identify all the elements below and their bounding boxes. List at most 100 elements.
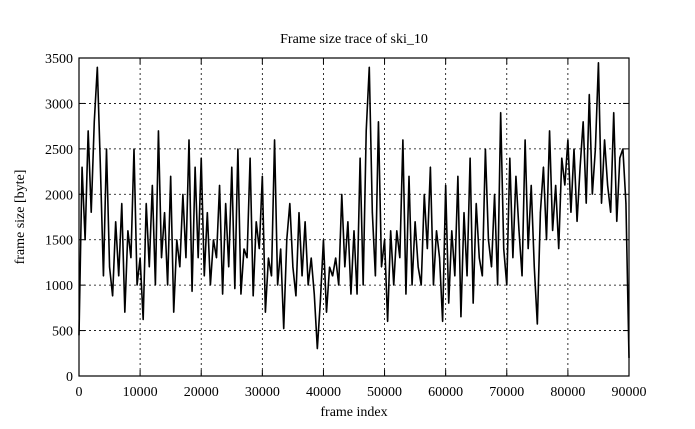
data-point [539,211,541,214]
x-tick-label: 50000 [367,385,402,400]
data-point [185,257,187,259]
x-tick-label: 0 [76,385,83,400]
data-point [564,184,566,186]
data-point [84,239,86,241]
data-point [124,311,126,313]
data-point [280,248,282,250]
data-point [209,284,211,286]
y-tick-label: 0 [66,370,73,385]
data-point [600,202,603,204]
data-point [442,320,444,323]
data-point [613,111,615,114]
data-point [115,220,117,223]
data-point [261,175,263,177]
data-point [567,139,569,141]
data-point [402,139,404,141]
series-layer [78,61,630,359]
data-point [573,148,575,150]
data-point [380,266,383,268]
data-point [579,166,581,168]
data-point [283,328,285,330]
data-point [173,311,175,313]
y-axis-label: frame size [byte] [13,170,28,265]
data-point [524,139,526,141]
data-point [570,211,572,214]
data-point [585,202,587,204]
data-point [90,211,92,214]
data-point [533,266,535,268]
data-point [490,266,493,268]
data-point [157,130,160,132]
data-point [515,175,517,177]
data-point [203,275,205,277]
data-point [160,257,163,259]
data-point [301,275,303,277]
data-point [218,184,221,186]
data-point [530,184,532,186]
data-point [249,157,251,159]
data-point [170,175,172,177]
data-point [289,202,291,204]
data-point [603,139,606,141]
data-point [325,311,328,313]
data-point [597,61,600,64]
data-point [536,323,538,325]
data-point [121,202,123,204]
data-point [377,121,380,123]
y-tick-label: 2000 [45,188,73,203]
data-point [548,130,551,132]
data-point [552,230,554,232]
x-tick-label: 30000 [245,385,280,400]
data-point [194,166,196,168]
data-point [374,275,376,277]
data-point [243,248,245,250]
data-point [316,348,318,350]
data-point [231,166,233,168]
data-point [509,157,511,159]
data-point [518,230,520,232]
data-point [487,239,490,241]
data-point [319,299,321,302]
data-point [270,275,273,277]
data-point [344,266,346,268]
data-point [105,148,108,150]
y-tick-label: 3000 [45,97,73,112]
data-point [576,220,578,223]
data-point [322,239,325,241]
data-point [622,148,624,150]
data-point [445,184,447,186]
data-point [222,293,224,295]
data-point [240,293,242,295]
data-point [206,211,208,214]
data-point [197,257,199,259]
data-point [167,284,169,286]
data-point [399,257,401,259]
ticks: 0 10000 20000 30000 40000 50000 60000 70000 8000… [45,52,647,400]
data-point [234,288,236,290]
data-point [307,284,309,286]
data-point [521,275,523,277]
data-point [396,230,398,232]
data-point [286,239,288,241]
y-tick-label: 1500 [45,234,73,249]
data-point [417,266,419,268]
data-point [200,157,202,159]
data-point [561,157,563,159]
data-point [545,239,548,241]
data-point [264,311,266,313]
data-point [237,148,239,150]
data-point [503,248,505,250]
data-point [420,284,422,286]
data-point [457,175,459,177]
data-point [607,184,609,186]
x-tick-label: 80000 [550,385,585,400]
data-point [484,148,486,150]
data-point [252,295,254,297]
data-point [191,290,193,293]
data-point [435,230,438,232]
data-point [383,239,386,241]
data-point [215,257,218,259]
series-line-0 [78,62,630,358]
data-point [506,284,508,286]
data-point [96,66,98,68]
